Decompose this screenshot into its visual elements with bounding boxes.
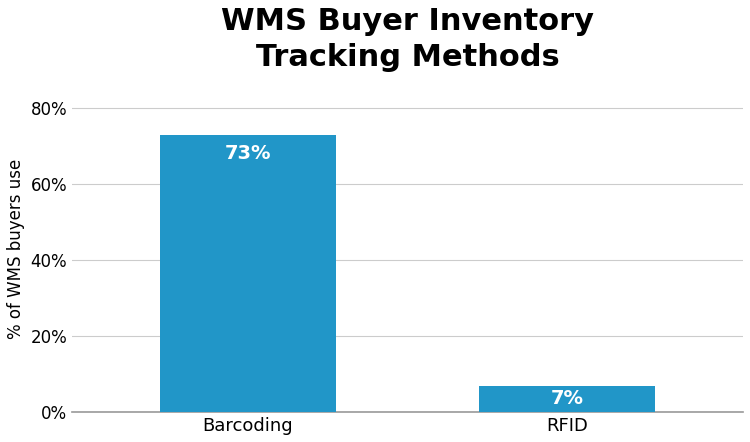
Y-axis label: % of WMS buyers use: % of WMS buyers use bbox=[7, 159, 25, 339]
Bar bbox=[479, 385, 656, 412]
Title: WMS Buyer Inventory
Tracking Methods: WMS Buyer Inventory Tracking Methods bbox=[221, 7, 594, 72]
Text: 7%: 7% bbox=[550, 389, 584, 408]
Text: 73%: 73% bbox=[224, 144, 271, 163]
Bar bbox=[160, 135, 336, 412]
